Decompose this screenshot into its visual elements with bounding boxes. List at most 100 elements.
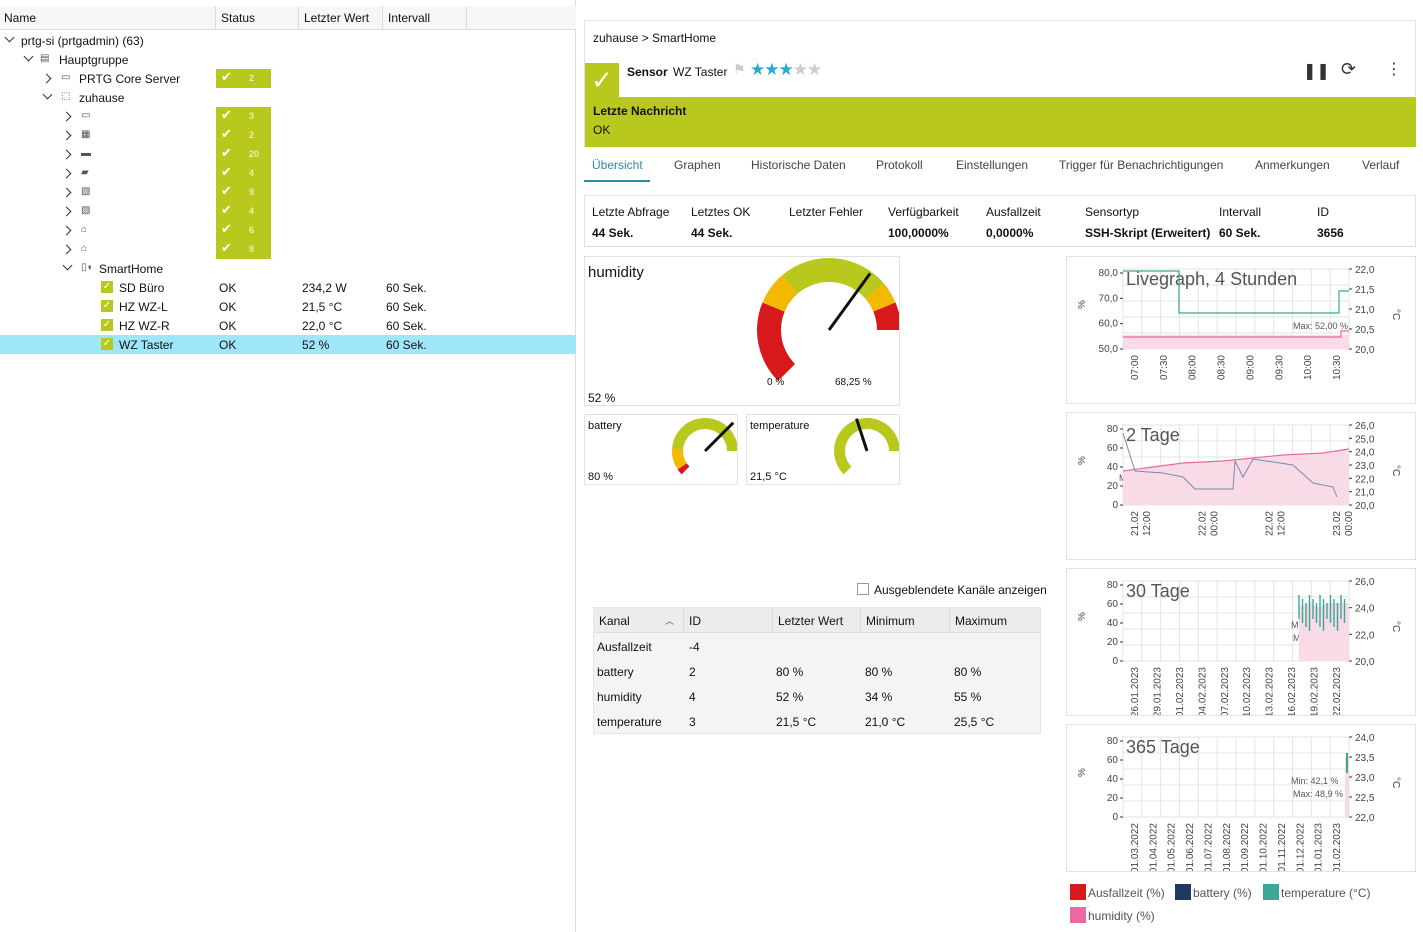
server-icon: ▭ <box>61 72 71 83</box>
chevron-right-icon[interactable] <box>61 130 72 141</box>
humidity-area <box>1299 603 1349 661</box>
tree-device[interactable]: ⌂ ✔ 6 <box>0 221 576 240</box>
star-icon[interactable]: ★ <box>807 60 822 79</box>
channel-name[interactable]: Ausfallzeit <box>597 640 652 654</box>
chevron-right-icon[interactable] <box>41 73 52 84</box>
chevron-right-icon[interactable] <box>61 187 72 198</box>
graph-title: Livegraph, 4 Stunden <box>1126 269 1297 289</box>
chevron-right-icon[interactable] <box>61 206 72 217</box>
hidden-channels-checkbox[interactable] <box>857 583 869 595</box>
tree-smarthome[interactable]: ▯◖ SmartHome <box>0 259 576 278</box>
legend-battery[interactable]: battery (%) <box>1193 886 1252 900</box>
tree-device[interactable]: ▧ ✔ 4 <box>0 202 576 221</box>
more-icon[interactable]: ⋮ <box>1386 61 1402 78</box>
gauge-temperature[interactable]: temperature 21,5 °C <box>746 414 900 485</box>
gauge-battery[interactable]: battery 80 % <box>584 414 738 485</box>
col-interval[interactable]: Intervall <box>388 11 431 25</box>
col-maximum[interactable]: Maximum <box>955 614 1008 628</box>
col-last-value[interactable]: Letzter Wert <box>778 614 844 628</box>
graph-title: 365 Tage <box>1126 737 1200 757</box>
chevron-down-icon[interactable] <box>62 260 73 271</box>
x-tick: 01.08.2022 <box>1222 823 1233 871</box>
tree-device[interactable]: ▰ ✔ 4 <box>0 164 576 183</box>
chevron-right-icon[interactable] <box>61 244 72 255</box>
tree-device[interactable]: ▧ ✔ 9 <box>0 183 576 202</box>
y-tick-right: 20,5 <box>1355 325 1375 336</box>
channel-cell: 21,0 °C <box>865 715 906 729</box>
flag-icon[interactable]: ⚑ <box>733 61 746 77</box>
col-last-value[interactable]: Letzter Wert <box>304 11 370 25</box>
gauge-humidity[interactable]: humidity 52 % 0 % 68,25 % <box>584 256 900 406</box>
priority-stars[interactable]: ★★★★★ <box>750 60 822 80</box>
tab-historic-data[interactable]: Historische Daten <box>751 158 846 172</box>
legend-downtime[interactable]: Ausfallzeit (%) <box>1088 886 1165 900</box>
y-tick-right: 21,0 <box>1355 488 1375 499</box>
gauge-needle <box>703 421 735 453</box>
tree-zuhause[interactable]: ⬚ zuhause <box>0 88 576 107</box>
hidden-channels-label[interactable]: Ausgeblendete Kanäle anzeigen <box>874 583 1047 597</box>
sensor-header: zuhause > SmartHome ✓ Sensor WZ Taster ⚑… <box>584 20 1416 147</box>
active-tab-indicator <box>584 180 650 182</box>
chevron-right-icon[interactable] <box>61 149 72 160</box>
tab-settings[interactable]: Einstellungen <box>956 158 1029 172</box>
gauge-segment <box>762 275 798 312</box>
sort-up-icon[interactable]: ︿ <box>665 616 675 626</box>
sensor-row[interactable]: ✓ HZ WZ-R OK 22,0 °C 60 Sek. <box>101 319 427 333</box>
tree-device[interactable]: ▦ ✔ 2 <box>0 126 576 145</box>
chevron-down-icon[interactable] <box>23 51 34 62</box>
status-badge: ✔ 4 <box>216 202 271 221</box>
star-icon[interactable]: ★ <box>750 60 765 79</box>
graph-max: Max: 48,9 % <box>1293 789 1343 799</box>
tree-device[interactable]: ▭ ✔ 3 <box>0 107 576 126</box>
refresh-icon[interactable]: ⟳ <box>1341 59 1357 79</box>
channel-name[interactable]: battery <box>597 665 634 679</box>
tree-root[interactable]: prtg-si (prtgadmin) (63) <box>0 31 576 50</box>
tree-core-server[interactable]: ▭ PRTG Core Server ✔ 2 <box>0 69 576 88</box>
y-tick-right: 23,5 <box>1355 753 1375 764</box>
col-id[interactable]: ID <box>689 614 701 628</box>
y-tick-left: 0 <box>1112 656 1118 667</box>
sensor-row[interactable]: ✓ SD Büro OK 234,2 W 60 Sek. <box>101 281 427 295</box>
channel-name[interactable]: temperature <box>597 715 662 729</box>
graph-365-days[interactable]: 80 60 40 20 0 24,0 23,5 23,0 22,5 22,0% °C 01.03.20… <box>1066 724 1416 873</box>
tab-overview[interactable]: Übersicht <box>592 158 643 172</box>
sensor-row[interactable]: ✓ HZ WZ-L OK 21,5 °C 60 Sek. <box>101 300 427 314</box>
chevron-right-icon[interactable] <box>61 225 72 236</box>
tree-device[interactable]: ▬ ✔ 20 <box>0 145 576 164</box>
breadcrumb[interactable]: zuhause > SmartHome <box>593 31 717 45</box>
graph-title: 30 Tage <box>1126 581 1190 601</box>
star-icon[interactable]: ★ <box>778 60 794 79</box>
tree-device[interactable]: ⌂ ✔ 9 <box>0 240 576 259</box>
graph-2-days[interactable]: 80 60 40 20 0 26,0 25,0 24,0 23,0 22,0 21,0 20,0% °C… <box>1066 412 1416 560</box>
channel-name[interactable]: humidity <box>597 690 642 704</box>
col-channel[interactable]: Kanal <box>599 614 630 628</box>
graph-live-4h[interactable]: 80,0 70,0 60,0 50,0 22,0 21,5 21,0 20,5 20,0% °C 0… <box>1066 256 1416 404</box>
device-icon: ▰ <box>81 167 89 178</box>
y-tick-right: 20,0 <box>1355 345 1375 356</box>
pause-icon[interactable]: ❚❚ <box>1303 63 1330 80</box>
chevron-down-icon[interactable] <box>4 32 15 43</box>
tab-log[interactable]: Protokoll <box>876 158 923 172</box>
col-name[interactable]: Name <box>4 11 37 25</box>
y-unit-right: °C <box>1390 465 1401 476</box>
star-icon[interactable]: ★ <box>792 60 808 79</box>
graph-30-days[interactable]: 80 60 40 20 0 26,0 24,0 22,0 20,0% °C 26.01.2023 29… <box>1066 568 1416 717</box>
tab-history[interactable]: Verlauf <box>1362 158 1400 172</box>
sensor-row-selected[interactable]: ✓ WZ Taster OK 52 % 60 Sek. <box>0 335 576 354</box>
tab-graphs[interactable]: Graphen <box>674 158 721 172</box>
tab-triggers[interactable]: Trigger für Benachrichtigungen <box>1059 158 1224 172</box>
y-tick-right: 23,0 <box>1355 773 1375 784</box>
x-tick: 01.07.2022 <box>1203 823 1214 871</box>
chevron-right-icon[interactable] <box>61 111 72 122</box>
star-icon[interactable]: ★ <box>764 60 779 79</box>
legend-humidity[interactable]: humidity (%) <box>1088 909 1155 923</box>
legend-temperature[interactable]: temperature (°C) <box>1281 886 1371 900</box>
chevron-down-icon[interactable] <box>42 89 53 100</box>
status-badge: ✔ 2 <box>216 69 271 88</box>
col-status[interactable]: Status <box>221 11 256 25</box>
ok-status-icon: ✓ <box>585 63 619 97</box>
tree-group[interactable]: ▤ Hauptgruppe <box>0 50 576 69</box>
col-minimum[interactable]: Minimum <box>866 614 915 628</box>
tab-notes[interactable]: Anmerkungen <box>1255 158 1330 172</box>
chevron-right-icon[interactable] <box>61 168 72 179</box>
